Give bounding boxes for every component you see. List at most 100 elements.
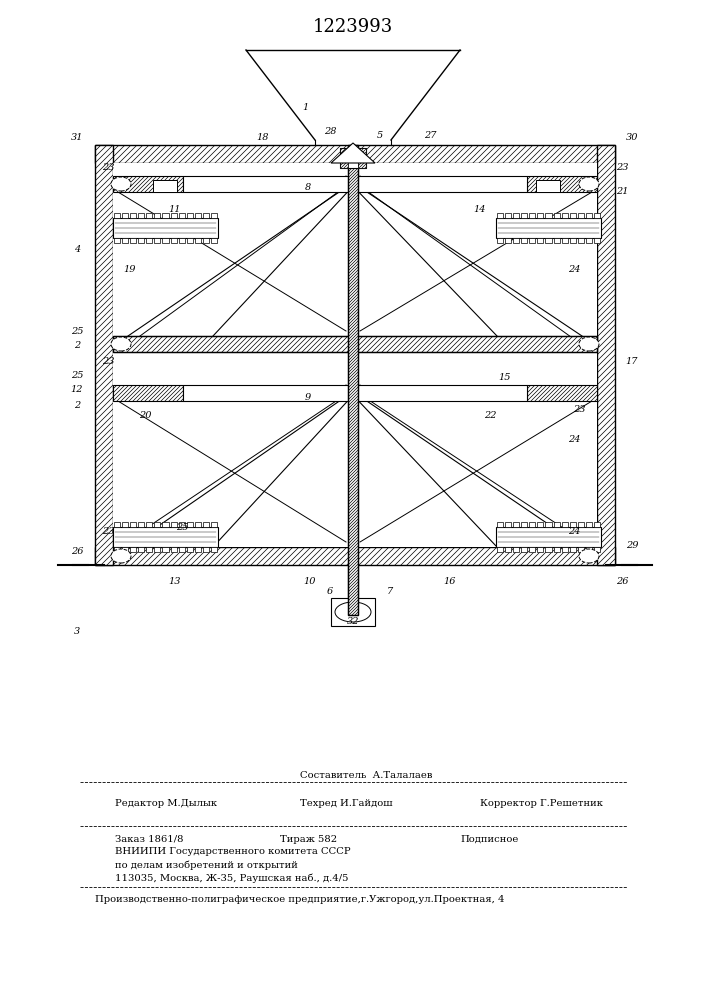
Text: 26: 26 [616, 578, 629, 586]
Text: 5: 5 [377, 130, 383, 139]
Text: 7: 7 [387, 587, 393, 596]
Text: 23: 23 [102, 528, 115, 536]
Bar [179, 547, 185, 552]
Bar [358, 148, 366, 168]
Text: Тираж 582: Тираж 582 [280, 834, 337, 844]
Text: 2: 2 [74, 340, 80, 350]
Bar [179, 238, 185, 243]
Bar [554, 547, 560, 552]
Bar [594, 238, 600, 243]
Bar [597, 145, 615, 565]
Bar [130, 522, 136, 527]
Bar [95, 547, 615, 565]
Text: 20: 20 [139, 410, 151, 420]
Bar [203, 522, 209, 527]
Bar [130, 238, 136, 243]
Bar [521, 547, 527, 552]
Text: 23: 23 [102, 358, 115, 366]
Bar [114, 238, 120, 243]
Bar [130, 213, 136, 218]
Bar [537, 213, 544, 218]
Bar [194, 522, 201, 527]
Text: 1223993: 1223993 [313, 18, 393, 36]
Bar [586, 547, 592, 552]
Text: 113035, Москва, Ж-35, Раушская наб., д.4/5: 113035, Москва, Ж-35, Раушская наб., д.4… [115, 873, 349, 883]
Bar [163, 238, 168, 243]
Bar [146, 547, 153, 552]
Bar [170, 547, 177, 552]
Bar [179, 522, 185, 527]
Bar [513, 547, 519, 552]
Bar [594, 213, 600, 218]
Bar [114, 522, 120, 527]
Bar [187, 547, 193, 552]
Text: 24: 24 [568, 436, 580, 444]
Bar [95, 145, 615, 163]
Text: 30: 30 [626, 133, 638, 142]
Bar [153, 180, 177, 192]
Bar [594, 547, 600, 552]
Bar [527, 176, 597, 192]
Bar [497, 238, 503, 243]
Text: 8: 8 [305, 184, 311, 192]
Bar [554, 522, 560, 527]
Text: 4: 4 [74, 245, 80, 254]
Bar [170, 238, 177, 243]
Bar [561, 238, 568, 243]
Ellipse shape [111, 177, 131, 191]
Bar [527, 385, 597, 401]
Bar [146, 522, 153, 527]
Bar [122, 238, 128, 243]
Bar [530, 238, 535, 243]
Bar [139, 238, 144, 243]
Bar [348, 145, 358, 615]
Text: 15: 15 [498, 373, 511, 382]
Bar [183, 176, 527, 192]
Bar [187, 213, 193, 218]
Bar [496, 527, 601, 547]
Text: 12: 12 [71, 385, 83, 394]
Bar [139, 213, 144, 218]
Text: 9: 9 [305, 392, 311, 401]
Bar [594, 522, 600, 527]
Bar [578, 213, 584, 218]
Bar [146, 213, 153, 218]
Bar [586, 522, 592, 527]
Text: 11: 11 [169, 206, 181, 215]
Bar [113, 163, 597, 547]
Text: 14: 14 [474, 206, 486, 215]
Bar [194, 238, 201, 243]
Bar [505, 213, 511, 218]
Bar [203, 238, 209, 243]
Bar [113, 336, 597, 352]
Bar [114, 547, 120, 552]
Bar [554, 213, 560, 218]
Bar [95, 145, 615, 163]
Bar [530, 547, 535, 552]
Bar [113, 385, 183, 401]
Bar [536, 180, 560, 192]
Bar [348, 145, 358, 615]
Bar [211, 547, 217, 552]
Bar [122, 522, 128, 527]
Text: 1: 1 [302, 103, 308, 111]
Bar [95, 145, 113, 565]
Bar [496, 218, 601, 238]
Bar [113, 336, 597, 352]
Bar [113, 385, 183, 401]
Bar [527, 385, 597, 401]
Bar [187, 522, 193, 527]
Bar [513, 522, 519, 527]
Text: Производственно-полиграфическое предприятие,г.Ужгород,ул.Проектная, 4: Производственно-полиграфическое предприя… [95, 896, 505, 904]
Text: 6: 6 [327, 587, 333, 596]
Bar [537, 238, 544, 243]
Bar [578, 547, 584, 552]
Bar [122, 547, 128, 552]
Ellipse shape [111, 337, 131, 351]
Ellipse shape [579, 177, 599, 191]
Bar [154, 547, 160, 552]
Bar [211, 213, 217, 218]
Bar [530, 213, 535, 218]
Bar [570, 213, 575, 218]
Bar [113, 176, 183, 192]
